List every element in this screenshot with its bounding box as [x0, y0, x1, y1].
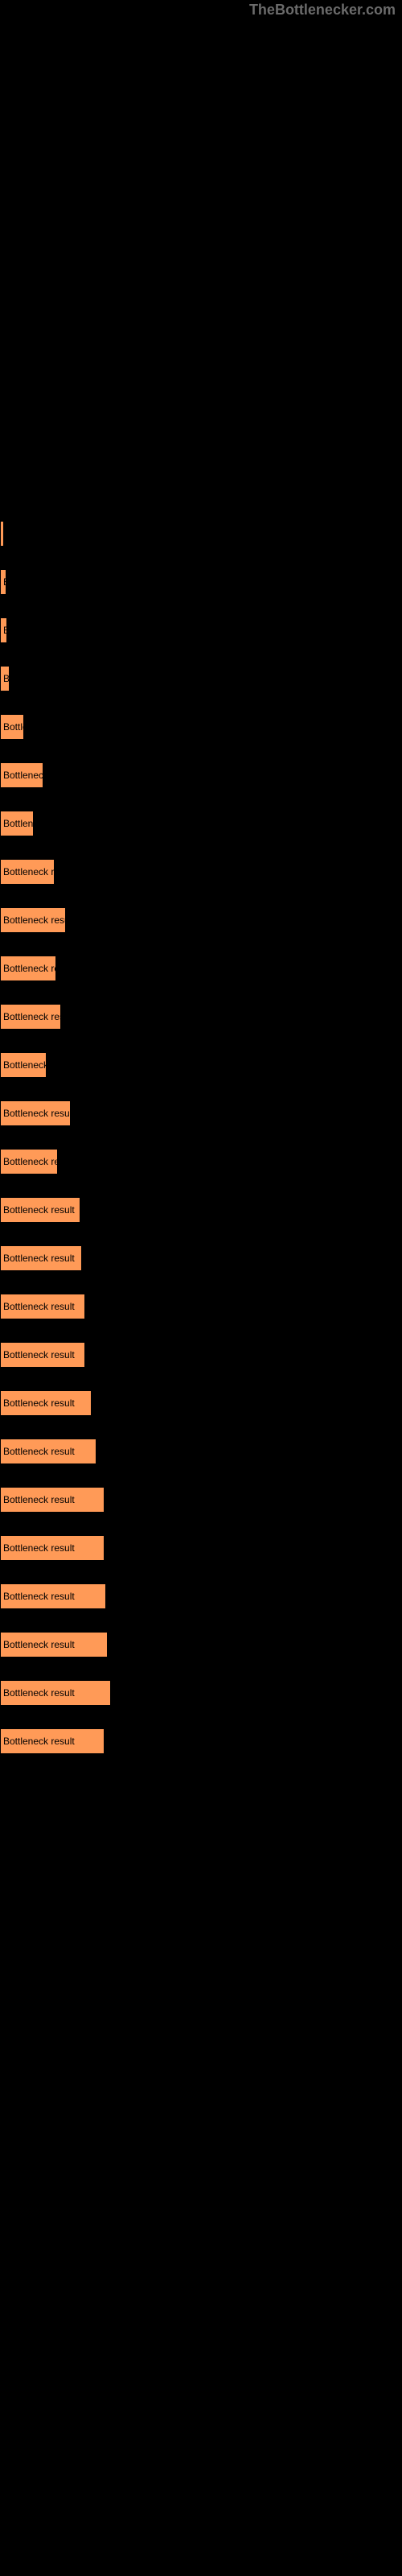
bar: Bottleneck result: [0, 1632, 108, 1657]
bar-row: Bottleneck result: [0, 502, 402, 550]
bar: Bottleneck result: [0, 1390, 92, 1416]
bar: Bottleneck result: [0, 1197, 80, 1223]
bar-row: Bottleneck result: [0, 1564, 402, 1612]
bar-row: Bottleneck result: [0, 1612, 402, 1661]
bar-row: Bottleneck result: [0, 888, 402, 936]
bar-row: Bottleneck result: [0, 1274, 402, 1323]
bar: Bottleneck result: [0, 1439, 96, 1464]
bar-row: Bottleneck result: [0, 1081, 402, 1129]
bar: Bottleneck result: [0, 1680, 111, 1706]
bar-row: Bottleneck result: [0, 1516, 402, 1564]
bar: Bottleneck result: [0, 811, 34, 836]
bar: Bottleneck result: [0, 714, 24, 740]
bar-row: Bottleneck result: [0, 840, 402, 888]
bar-row: Bottleneck result: [0, 695, 402, 743]
bar-row: Bottleneck result: [0, 1419, 402, 1468]
bar-row: Bottleneck result: [0, 743, 402, 791]
bar: Bottleneck result: [0, 1728, 105, 1754]
bar: Bottleneck result: [0, 1052, 47, 1078]
bar-row: Bottleneck result: [0, 1178, 402, 1226]
bar: Bottleneck result: [0, 762, 43, 788]
bar-row: Bottleneck result: [0, 985, 402, 1033]
bar-row: Bottleneck result: [0, 936, 402, 985]
bar-row: Bottleneck result: [0, 1709, 402, 1757]
bar-row: Bottleneck result: [0, 598, 402, 646]
bar: Bottleneck result: [0, 956, 56, 981]
bar-row: Bottleneck result: [0, 646, 402, 695]
bar-row: Bottleneck result: [0, 1468, 402, 1516]
bar-row: Bottleneck result: [0, 1033, 402, 1081]
bar: Bottleneck result: [0, 1245, 82, 1271]
bar: Bottleneck result: [0, 1583, 106, 1609]
bar: Bottleneck result: [0, 1342, 85, 1368]
bar: Bottleneck result: [0, 1535, 105, 1561]
bar-row: Bottleneck result: [0, 1371, 402, 1419]
bar: Bottleneck result: [0, 521, 4, 547]
bar: Bottleneck result: [0, 1149, 58, 1174]
bar: Bottleneck result: [0, 569, 6, 595]
bar-row: Bottleneck result: [0, 1661, 402, 1709]
bar: Bottleneck result: [0, 1004, 61, 1030]
bar-row: Bottleneck result: [0, 791, 402, 840]
bar-row: Bottleneck result: [0, 1323, 402, 1371]
bar-chart: Bottleneck result Bottleneck result Bottle…: [0, 19, 402, 1790]
bar: Bottleneck result: [0, 666, 10, 691]
bar: Bottleneck result: [0, 1487, 105, 1513]
bar-row: Bottleneck result: [0, 1226, 402, 1274]
bar: Bottleneck result: [0, 907, 66, 933]
bar: Bottleneck result: [0, 859, 55, 885]
bar: Bottleneck result: [0, 617, 7, 643]
bar-row: Bottleneck result: [0, 550, 402, 598]
bar: Bottleneck result: [0, 1294, 85, 1319]
bar-row: Bottleneck result: [0, 1129, 402, 1178]
bar: Bottleneck result: [0, 1100, 71, 1126]
watermark-text: TheBottlenecker.com: [0, 0, 402, 19]
